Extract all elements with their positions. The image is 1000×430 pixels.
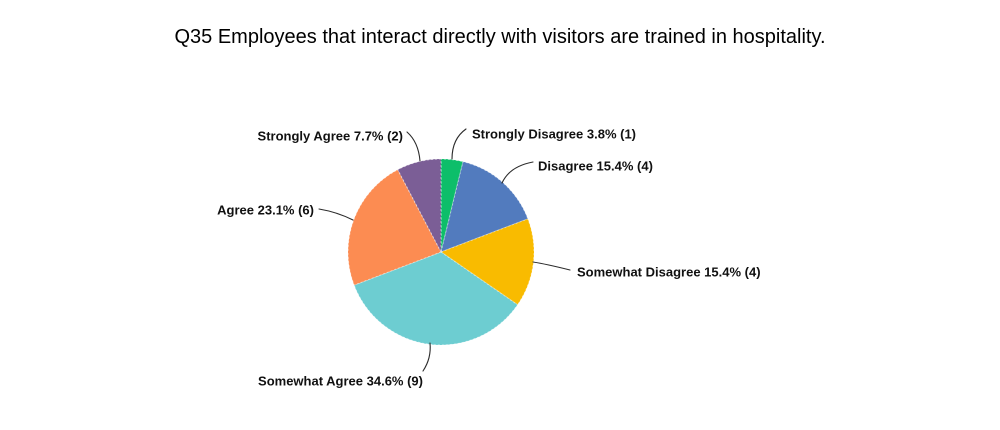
slice-label-somewhat-disagree: Somewhat Disagree 15.4% (4)	[577, 265, 761, 280]
leader-lines-group	[318, 128, 571, 372]
leader-line-somewhat-agree	[422, 342, 431, 372]
slice-label-disagree: Disagree 15.4% (4)	[538, 159, 653, 174]
slice-label-strongly-agree: Strongly Agree 7.7% (2)	[258, 129, 403, 144]
pie-slice-strongly-agree[interactable]	[397, 158, 442, 253]
leader-line-strongly-disagree	[451, 128, 467, 160]
chart-title: Q35 Employees that interact directly wit…	[174, 26, 826, 48]
leader-line-agree	[318, 208, 354, 221]
pie-slices-group	[347, 158, 535, 346]
slice-label-somewhat-agree: Somewhat Agree 34.6% (9)	[258, 374, 423, 389]
leader-line-somewhat-disagree	[532, 261, 571, 271]
pie-slice-agree[interactable]	[347, 168, 442, 286]
leader-line-strongly-agree	[406, 131, 421, 162]
slice-label-agree: Agree 23.1% (6)	[217, 203, 314, 218]
pie-slice-somewhat-disagree[interactable]	[439, 218, 535, 306]
pie-slice-somewhat-agree[interactable]	[353, 251, 519, 346]
slice-labels-group: Strongly Disagree 3.8% (1) Disagree 15.4%…	[217, 127, 760, 389]
slice-label-strongly-disagree: Strongly Disagree 3.8% (1)	[472, 127, 636, 142]
leader-line-disagree	[501, 161, 534, 184]
